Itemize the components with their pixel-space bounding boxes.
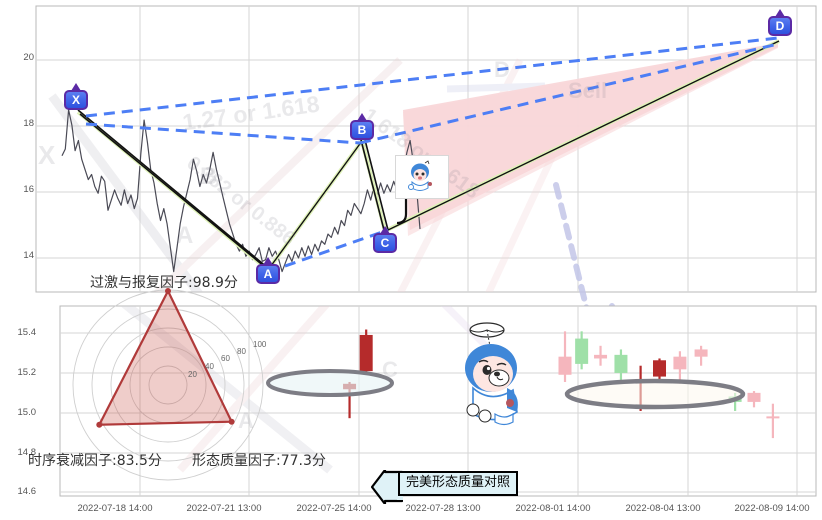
candle-body (747, 392, 761, 402)
radar-rtick-40: 40 (205, 362, 214, 371)
y-tick-sub-14-6: 14.6 (17, 486, 37, 497)
radar-rtick-80: 80 (237, 347, 246, 356)
x-tick-3: 2022-07-28 13:00 (405, 503, 481, 514)
x-tick-4: 2022-08-01 14:00 (515, 503, 591, 514)
x-tick-6: 2022-08-09 14:00 (734, 503, 810, 514)
radar-rtick-60: 60 (221, 354, 230, 363)
pattern-flag-b[interactable]: B (350, 120, 374, 140)
pattern-flag-d[interactable]: D (768, 16, 792, 36)
y-tick-sub-15-2: 15.2 (17, 367, 37, 378)
guide-lines (85, 36, 779, 274)
radar-axis-label-top: 过激与报复因子:98.9分 (90, 275, 238, 291)
y-tick-main-16: 16 (23, 184, 34, 195)
pattern-flag-x-label: X (71, 93, 80, 107)
y-tick-main-20: 20 (23, 52, 34, 63)
cartoon-mascot-icon (465, 322, 518, 426)
pattern-flag-a[interactable]: A (256, 264, 280, 284)
candle-body (575, 338, 589, 364)
radar-grid-ring (148, 365, 188, 405)
candle-body (766, 416, 780, 419)
pattern-quality-annotation[interactable]: 完美形态质量对照 (398, 471, 519, 496)
y-tick-sub-15-4: 15.4 (17, 327, 37, 338)
cartoon-mascot-small-icon (408, 160, 432, 191)
candle-body (614, 354, 628, 373)
y-tick-sub-14-8: 14.8 (17, 447, 37, 458)
pattern-flag-a-label: A (263, 267, 273, 281)
pattern-flag-c-label: C (380, 236, 390, 250)
radar-chart (72, 288, 264, 481)
radar-rtick-20: 20 (188, 370, 197, 379)
radar-vertex-marker (96, 421, 103, 428)
pattern-flag-b-label: B (357, 123, 367, 137)
radar-vertex-marker (165, 288, 171, 294)
candle-body (558, 356, 572, 375)
x-tick-5: 2022-08-04 13:00 (625, 503, 701, 514)
x-tick-1: 2022-07-21 13:00 (186, 503, 262, 514)
candle-body (653, 360, 667, 377)
radar-grid-ring (110, 327, 226, 443)
radar-axis-label-bottom-right: 形态质量因子:77.3分 (192, 453, 326, 469)
candle-body (673, 356, 687, 370)
highlight-ellipses (266, 369, 746, 410)
y-tick-main-18: 18 (23, 118, 34, 129)
y-tick-sub-15-0: 15.0 (17, 407, 37, 418)
radar-value-polygon (97, 288, 234, 426)
radar-rtick-100: 100 (253, 340, 267, 349)
projection-zone (403, 43, 778, 236)
radar-vertex-marker (228, 418, 235, 425)
candle-body (594, 354, 608, 359)
pattern-flag-c[interactable]: C (373, 233, 397, 253)
pattern-flag-d-label: D (775, 19, 785, 33)
radar-grid-ring (91, 308, 245, 462)
y-tick-main-14: 14 (23, 250, 34, 261)
radar-axis-label-bottom-left: 时序衰减因子:83.5分 (28, 453, 162, 469)
x-tick-0: 2022-07-18 14:00 (77, 503, 153, 514)
x-tick-2: 2022-07-25 14:00 (296, 503, 372, 514)
candle-body (359, 334, 373, 372)
pattern-flag-x[interactable]: X (64, 90, 88, 110)
candle-body (694, 349, 708, 357)
